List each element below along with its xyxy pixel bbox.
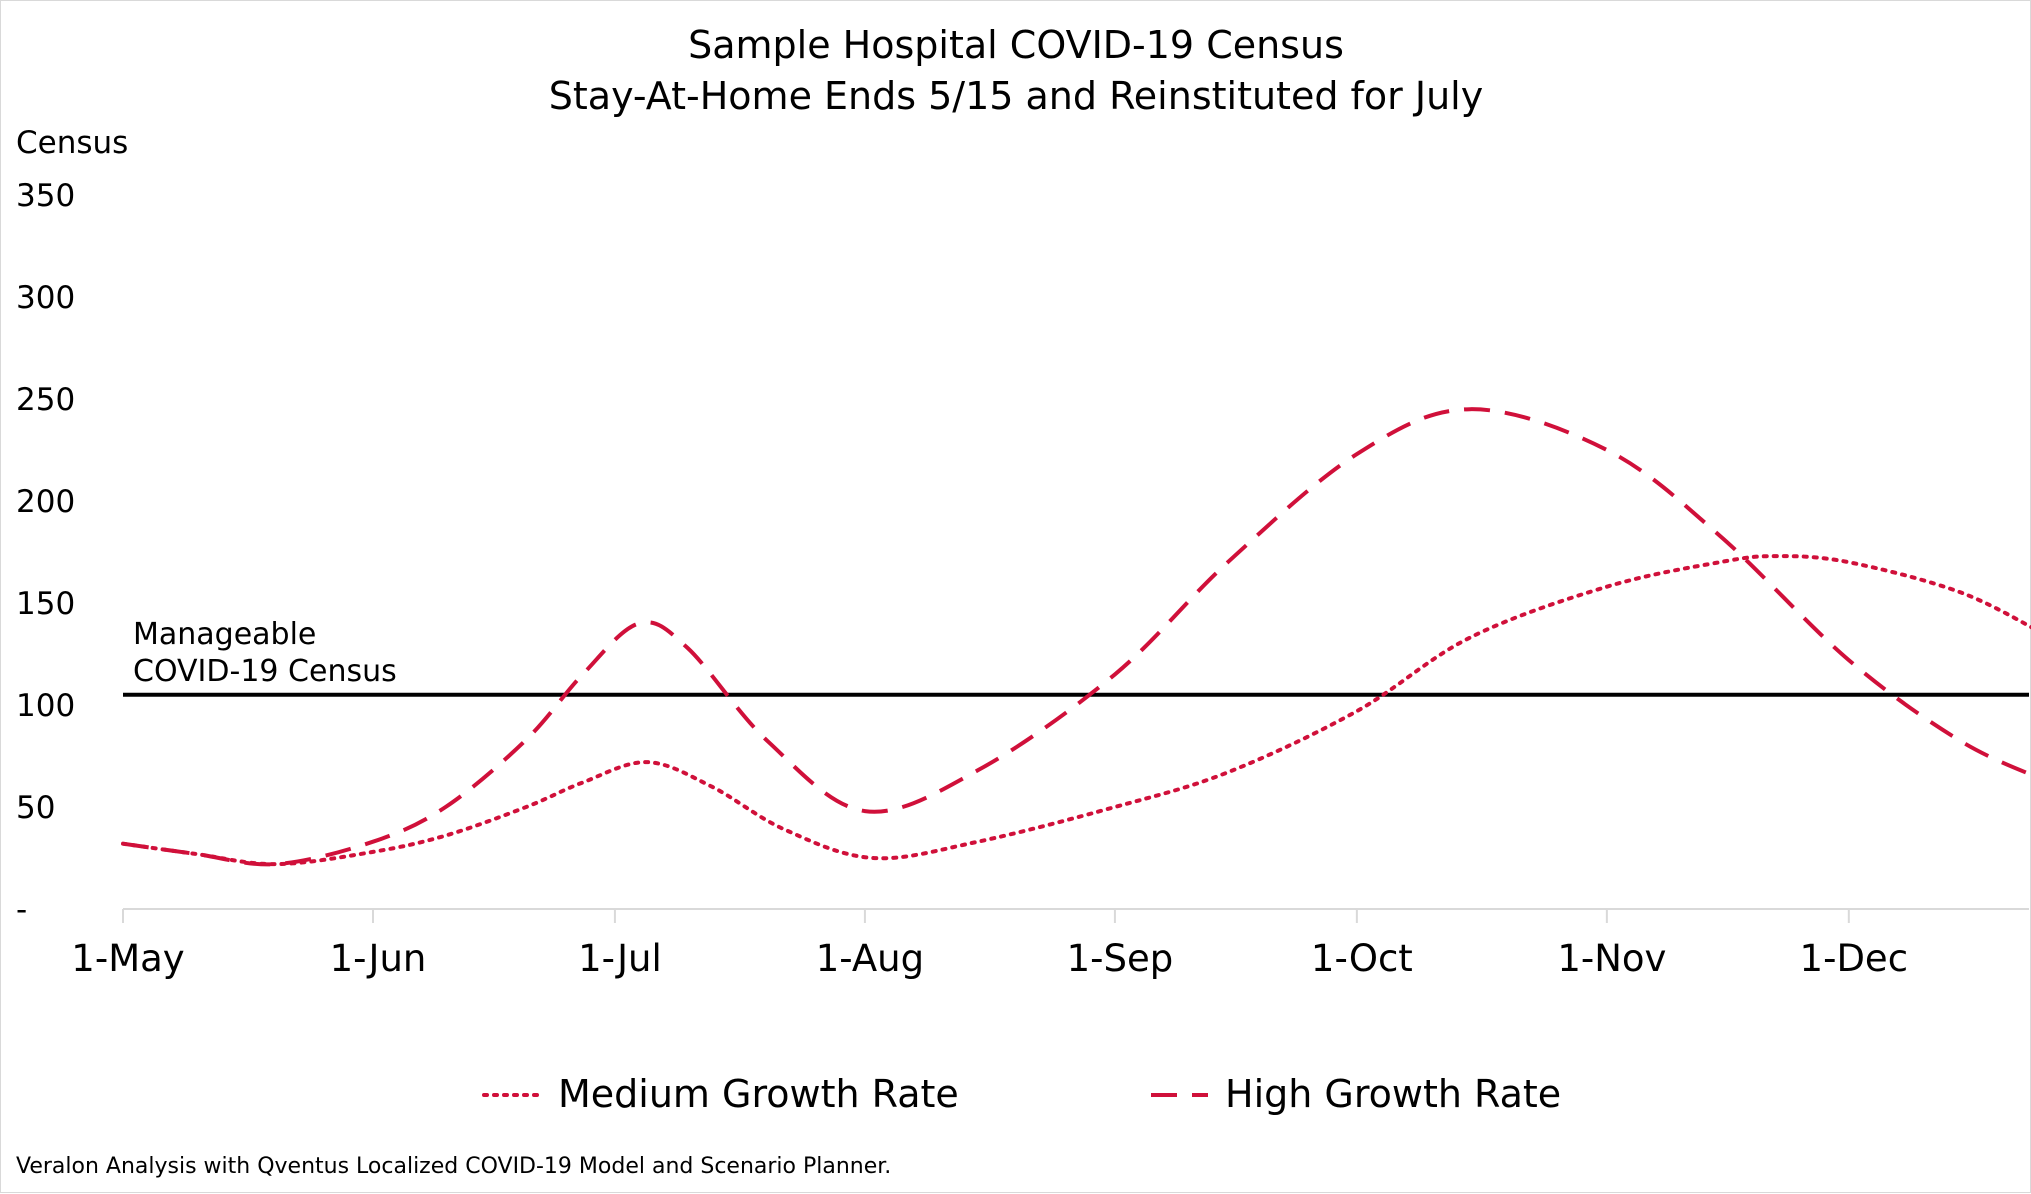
x-tick-label-6: 1-Nov	[1557, 937, 1666, 980]
x-tick-label-1: 1-Jun	[330, 937, 427, 980]
y-tick-label-1: 50	[16, 790, 55, 826]
series-group	[121, 407, 2031, 867]
y-tick-label-0: -	[16, 892, 27, 928]
manageable-census-label-line2: COVID-19 Census	[133, 654, 397, 689]
legend-label-high: High Growth Rate	[1225, 1072, 1561, 1116]
series-line-medium-growth-rate	[121, 554, 2031, 867]
x-tick-label-0: 1-May	[71, 937, 184, 980]
chart-title: Sample Hospital COVID-19 Census	[688, 23, 1344, 67]
legend-label-medium: Medium Growth Rate	[558, 1072, 959, 1116]
y-tick-label-6: 300	[16, 280, 75, 316]
y-tick-label-2: 100	[16, 688, 75, 724]
manageable-census-label-line1: Manageable	[133, 617, 316, 652]
legend: Medium Growth Rate High Growth Rate	[482, 1072, 1561, 1116]
x-axis-ticks: 1-May 1-Jun 1-Jul 1-Aug 1-Sep 1-Oct 1-Nov 1-Dec	[71, 909, 1908, 980]
x-tick-label-4: 1-Sep	[1067, 937, 1174, 980]
y-tick-label-4: 200	[16, 484, 75, 520]
y-axis-ticks: - 50 100 150 200 250 300 350	[16, 178, 75, 928]
y-axis-label: Census	[16, 125, 128, 161]
chart-subtitle: Stay-At-Home Ends 5/15 and Reinstituted …	[549, 74, 1483, 118]
y-tick-label-7: 350	[16, 178, 75, 214]
x-tick-label-2: 1-Jul	[578, 937, 662, 980]
y-tick-label-5: 250	[16, 382, 75, 418]
series-line-high-growth-rate	[122, 407, 2031, 867]
y-tick-label-3: 150	[16, 586, 75, 622]
source-note: Veralon Analysis with Qventus Localized …	[16, 1154, 891, 1179]
x-tick-label-5: 1-Oct	[1311, 937, 1413, 980]
x-tick-label-3: 1-Aug	[816, 937, 924, 980]
x-tick-label-7: 1-Dec	[1800, 937, 1909, 980]
